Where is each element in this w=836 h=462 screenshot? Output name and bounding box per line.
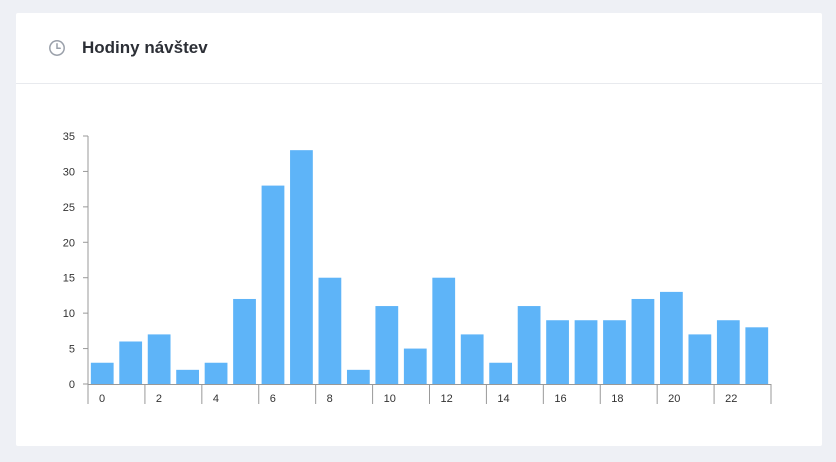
bar-chart: 0 5 10 15 20 25 30 35 0 2 4 6 8 10 12 14 16 18 20 22 <box>63 131 772 405</box>
bar-8 <box>318 277 342 384</box>
y-tick-label: 30 <box>63 166 75 178</box>
bar-14 <box>489 362 513 384</box>
bar-4 <box>204 362 228 384</box>
bar-6 <box>261 185 285 384</box>
y-tick-label: 5 <box>69 344 75 356</box>
bar-3 <box>176 369 199 384</box>
x-tick-label: 20 <box>668 393 680 405</box>
bar-22 <box>716 320 740 384</box>
bar-20 <box>660 291 683 384</box>
y-tick-label: 20 <box>63 237 75 249</box>
bar-18 <box>603 320 626 384</box>
bar-7 <box>290 150 313 384</box>
bar-15 <box>517 306 541 384</box>
x-tick-label: 22 <box>725 393 737 405</box>
y-tick-label: 25 <box>63 202 75 214</box>
y-tick-label: 15 <box>63 273 75 285</box>
bar-9 <box>346 369 370 384</box>
bar-12 <box>432 277 456 384</box>
x-tick-label: 8 <box>327 393 333 405</box>
bar-1 <box>119 341 143 384</box>
visit-hours-card: Hodiny návštev 0 5 10 15 20 25 30 35 0 2 4 6 8 10 12 14… <box>16 13 822 446</box>
bar-2 <box>147 334 171 384</box>
bar-13 <box>460 334 484 384</box>
bar-21 <box>688 334 712 384</box>
y-tick-label: 35 <box>63 131 75 143</box>
bar-11 <box>403 348 427 384</box>
x-tick-label: 6 <box>270 393 276 405</box>
y-tick-label: 10 <box>63 308 75 320</box>
x-tick-label: 18 <box>611 393 623 405</box>
x-tick-label: 0 <box>99 393 105 405</box>
bar-19 <box>631 298 655 384</box>
card-header: Hodiny návštev <box>16 13 822 84</box>
bar-0 <box>90 362 114 384</box>
chart-area: 0 5 10 15 20 25 30 35 0 2 4 6 8 10 12 14 16 18 20 22 <box>16 85 822 446</box>
x-tick-label: 4 <box>213 393 219 405</box>
y-tick-label: 0 <box>69 379 75 391</box>
bar-23 <box>745 327 769 384</box>
clock-icon <box>48 39 66 57</box>
x-tick-label: 10 <box>384 393 396 405</box>
bar-10 <box>375 306 399 384</box>
x-tick-label: 14 <box>497 393 509 405</box>
x-tick-label: 2 <box>156 393 162 405</box>
bar-17 <box>574 320 598 384</box>
x-tick-label: 12 <box>441 393 453 405</box>
x-tick-label: 16 <box>554 393 566 405</box>
card-title: Hodiny návštev <box>82 38 208 57</box>
bar-5 <box>233 298 256 384</box>
bar-16 <box>546 320 569 384</box>
